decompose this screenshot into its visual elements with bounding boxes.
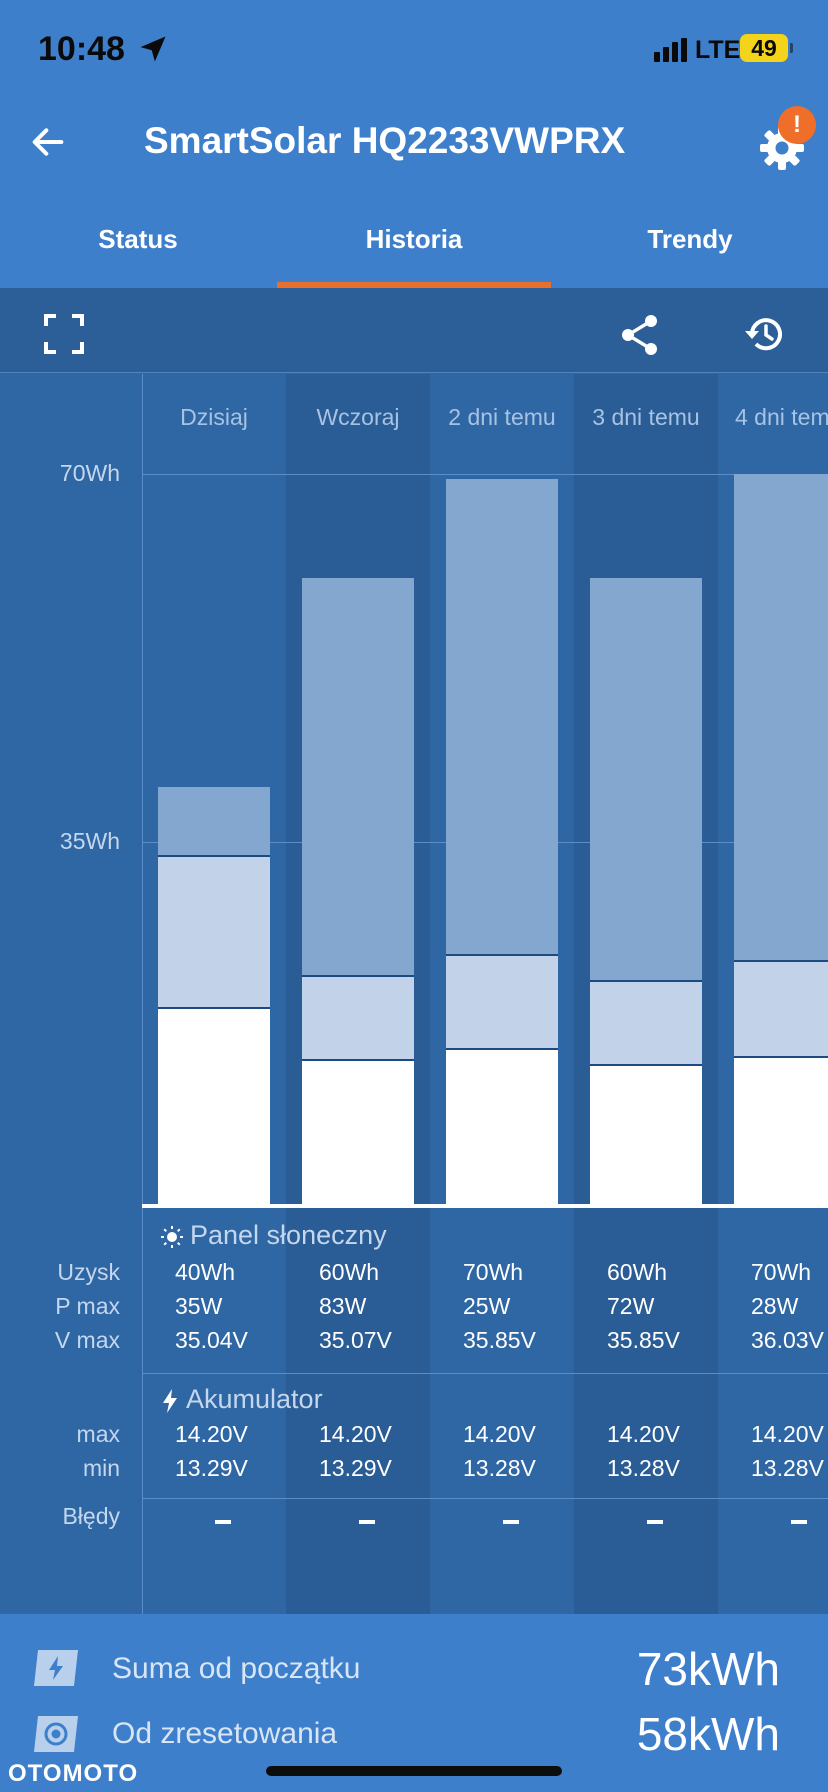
bar-segment-top <box>734 474 828 960</box>
tab-bar: Status Historia Trendy <box>0 200 828 288</box>
row-label-max: max <box>76 1421 120 1447</box>
bar-segment-low <box>590 1064 702 1205</box>
status-time: 10:48 <box>38 30 125 68</box>
location-arrow-icon <box>140 36 166 62</box>
history-icon[interactable] <box>742 314 784 354</box>
status-bar: 10:48 LTE 49 <box>0 0 828 100</box>
reset-target-icon <box>34 1716 78 1752</box>
day-label: 2 dni temu <box>448 404 556 430</box>
vmax-value: 36.03V <box>751 1327 824 1353</box>
row-label-min: min <box>82 1455 120 1481</box>
settings-button[interactable] <box>754 120 810 176</box>
battery-max-value: 14.20V <box>751 1421 824 1447</box>
tab-status[interactable]: Status <box>98 224 178 254</box>
error-dash <box>791 1520 807 1524</box>
yield-value: 70Wh <box>463 1259 524 1285</box>
bolt-icon <box>163 1388 177 1413</box>
tab-historia[interactable]: Historia <box>365 224 463 254</box>
section-divider <box>142 1373 828 1374</box>
bar-segment-mid <box>734 959 828 1056</box>
bar-segment-low <box>446 1048 558 1205</box>
battery-max-value: 14.20V <box>175 1421 248 1447</box>
day-label: 3 dni temu <box>592 404 700 430</box>
sun-icon <box>161 1225 183 1248</box>
home-indicator <box>266 1766 562 1776</box>
solar-section-title: Panel słoneczny <box>160 1220 387 1251</box>
pmax-value: 35W <box>175 1293 223 1319</box>
battery-max-value: 14.20V <box>319 1421 392 1447</box>
bar-segment-low <box>302 1058 414 1205</box>
battery-min-value: 13.29V <box>319 1455 392 1481</box>
watermark-logo: OTOMOTO <box>8 1760 139 1787</box>
battery-max-value: 14.20V <box>463 1421 536 1447</box>
yield-value: 60Wh <box>319 1259 380 1285</box>
row-label-errors: Błędy <box>62 1503 120 1529</box>
gear-icon <box>760 126 804 170</box>
day-label: 4 dni temu <box>735 404 828 430</box>
vmax-value: 35.07V <box>319 1327 392 1353</box>
total-label: Suma od początku <box>112 1652 361 1685</box>
page-title: SmartSolar HQ2233VWPRX <box>144 120 626 161</box>
active-tab-indicator <box>277 282 551 288</box>
bar-segment-top <box>590 578 702 981</box>
chart-left-rule <box>142 374 143 1614</box>
yield-value: 40Wh <box>175 1259 236 1285</box>
battery-min-value: 13.28V <box>463 1455 536 1481</box>
share-icon[interactable] <box>620 314 660 356</box>
yield-value: 70Wh <box>751 1259 812 1285</box>
pmax-value: 72W <box>607 1293 655 1319</box>
history-toolbar <box>0 288 828 373</box>
battery-indicator: 49 <box>740 34 793 62</box>
battery-min-value: 13.28V <box>607 1455 680 1481</box>
error-dash <box>359 1520 375 1524</box>
app-header: 10:48 LTE 49 SmartSolar HQ2233VWPRX <box>0 0 828 288</box>
reset-value: 58kWh <box>636 1708 780 1760</box>
y-axis-label: 35Wh <box>59 828 120 854</box>
error-dash <box>215 1520 231 1524</box>
total-bolt-icon <box>34 1650 78 1686</box>
row-label-pmax: P max <box>55 1293 120 1319</box>
solar-section-label: Panel słoneczny <box>190 1220 387 1250</box>
vmax-value: 35.85V <box>463 1327 536 1353</box>
day-label: Wczoraj <box>316 404 400 430</box>
battery-min-value: 13.29V <box>175 1455 248 1481</box>
reset-label: Od zresetowania <box>112 1717 338 1750</box>
battery-section-title: Akumulator <box>160 1384 323 1415</box>
section-divider <box>142 1498 828 1499</box>
vmax-value: 35.04V <box>175 1327 248 1353</box>
row-label-yield: Uzysk <box>57 1259 120 1285</box>
battery-section-label: Akumulator <box>186 1384 323 1414</box>
bar-segment-mid <box>590 980 702 1064</box>
chart-baseline <box>142 1204 828 1208</box>
totals-footer <box>0 1614 828 1792</box>
fullscreen-icon[interactable] <box>44 314 84 354</box>
error-dash <box>503 1520 519 1524</box>
settings-alert-badge: ! <box>778 106 816 144</box>
bar-segment-mid <box>302 975 414 1059</box>
pmax-value: 28W <box>751 1293 799 1319</box>
y-axis-label: 70Wh <box>59 460 120 486</box>
vmax-value: 35.85V <box>607 1327 680 1353</box>
day-label: Dzisiaj <box>180 404 248 430</box>
total-value: 73kWh <box>636 1643 780 1695</box>
back-arrow-icon[interactable] <box>28 122 68 162</box>
row-label-vmax: V max <box>54 1327 120 1353</box>
bar-segment-top <box>302 578 414 976</box>
bar-segment-low <box>734 1055 828 1205</box>
battery-min-value: 13.28V <box>751 1455 824 1481</box>
network-type: LTE <box>695 36 741 64</box>
bar-segment-mid <box>446 954 558 1049</box>
signal-icon <box>654 38 687 62</box>
bar-segment-low <box>158 1006 270 1205</box>
pmax-value: 25W <box>463 1293 511 1319</box>
battery-max-value: 14.20V <box>607 1421 680 1447</box>
bar-segment-top <box>158 787 270 856</box>
yield-value: 60Wh <box>607 1259 668 1285</box>
bar-segment-mid <box>158 855 270 1007</box>
bar-segment-top <box>446 479 558 955</box>
pmax-value: 83W <box>319 1293 367 1319</box>
grid-line <box>142 474 828 475</box>
tab-trendy[interactable]: Trendy <box>647 224 733 254</box>
error-dash <box>647 1520 663 1524</box>
